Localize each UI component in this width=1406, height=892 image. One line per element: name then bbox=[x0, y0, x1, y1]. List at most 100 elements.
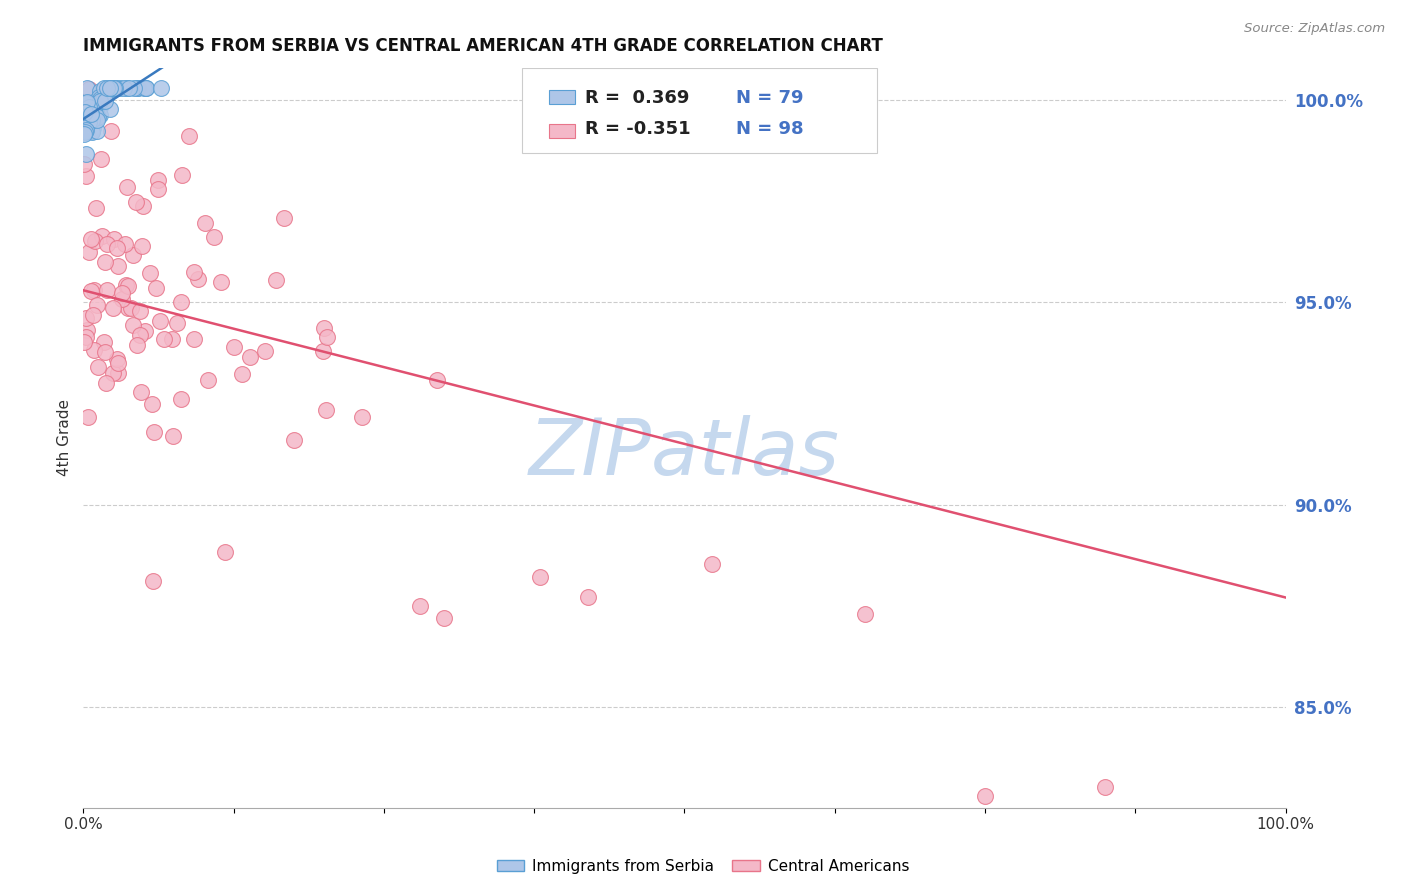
Point bbox=[84, 96, 107, 111]
FancyBboxPatch shape bbox=[522, 68, 877, 153]
Point bbox=[79, 116, 101, 130]
Legend: Immigrants from Serbia, Central Americans: Immigrants from Serbia, Central American… bbox=[491, 853, 915, 880]
Point bbox=[79, 111, 101, 125]
Point bbox=[224, 340, 246, 354]
Point bbox=[112, 81, 135, 95]
Text: IMMIGRANTS FROM SERBIA VS CENTRAL AMERICAN 4TH GRADE CORRELATION CHART: IMMIGRANTS FROM SERBIA VS CENTRAL AMERIC… bbox=[83, 37, 883, 55]
Point bbox=[86, 112, 108, 127]
Point bbox=[94, 345, 117, 359]
Point bbox=[142, 574, 165, 588]
Point bbox=[86, 201, 108, 215]
Point bbox=[125, 81, 148, 95]
Point bbox=[77, 245, 100, 260]
Point bbox=[82, 112, 104, 127]
Point bbox=[100, 81, 122, 95]
Point bbox=[83, 234, 105, 248]
Point bbox=[105, 241, 128, 255]
Point bbox=[80, 125, 103, 139]
Point bbox=[98, 81, 121, 95]
Point bbox=[231, 368, 253, 382]
Point bbox=[122, 318, 145, 333]
Point bbox=[77, 100, 100, 114]
Point bbox=[73, 125, 96, 139]
Point bbox=[111, 292, 134, 306]
Point bbox=[73, 105, 96, 120]
Point bbox=[89, 89, 111, 103]
Point bbox=[75, 124, 97, 138]
Text: R = -0.351: R = -0.351 bbox=[585, 120, 690, 138]
Point bbox=[73, 102, 96, 116]
Point bbox=[104, 81, 127, 95]
Text: N = 79: N = 79 bbox=[737, 88, 804, 106]
Point bbox=[75, 146, 97, 161]
Point bbox=[426, 374, 449, 388]
Point bbox=[100, 123, 122, 137]
Point bbox=[129, 327, 152, 342]
Point bbox=[120, 301, 142, 315]
Point bbox=[77, 104, 100, 119]
Point bbox=[700, 557, 723, 571]
Point bbox=[73, 99, 96, 113]
Point bbox=[104, 81, 127, 95]
Point bbox=[150, 81, 173, 95]
Point bbox=[974, 789, 997, 803]
Point bbox=[76, 124, 98, 138]
Point bbox=[111, 286, 134, 301]
Point bbox=[103, 301, 125, 316]
Point bbox=[177, 128, 200, 143]
Point bbox=[96, 87, 118, 102]
Point bbox=[96, 81, 118, 95]
Point bbox=[209, 275, 232, 289]
Point bbox=[409, 599, 432, 613]
Point bbox=[107, 356, 129, 370]
Point bbox=[239, 351, 262, 365]
Point bbox=[316, 330, 339, 344]
Point bbox=[202, 230, 225, 244]
Point bbox=[79, 112, 101, 126]
Point bbox=[82, 308, 104, 322]
Point bbox=[576, 591, 599, 605]
Point bbox=[101, 366, 124, 380]
Point bbox=[129, 385, 152, 400]
Point bbox=[86, 105, 108, 120]
Point bbox=[172, 168, 194, 182]
Point bbox=[125, 194, 148, 209]
Point bbox=[166, 316, 188, 330]
Point bbox=[132, 81, 155, 95]
Point bbox=[89, 84, 111, 98]
Point bbox=[139, 266, 162, 280]
Point bbox=[96, 283, 118, 297]
Point bbox=[853, 607, 876, 621]
Point bbox=[83, 284, 105, 298]
Point bbox=[73, 105, 96, 120]
Point bbox=[93, 81, 115, 95]
Point bbox=[76, 109, 98, 123]
Point bbox=[115, 278, 138, 293]
Point bbox=[148, 314, 170, 328]
Point bbox=[266, 273, 288, 287]
FancyBboxPatch shape bbox=[548, 124, 575, 138]
Point bbox=[83, 343, 105, 357]
Point bbox=[89, 100, 111, 114]
Point bbox=[312, 343, 335, 358]
Point bbox=[80, 124, 103, 138]
Point bbox=[127, 81, 149, 95]
Point bbox=[76, 95, 98, 110]
Point bbox=[79, 106, 101, 120]
Point bbox=[76, 81, 98, 95]
Point bbox=[101, 81, 124, 95]
Point bbox=[91, 229, 114, 244]
Point bbox=[128, 303, 150, 318]
Point bbox=[169, 392, 191, 407]
Point bbox=[90, 152, 112, 166]
Text: ZIPatlas: ZIPatlas bbox=[529, 415, 839, 491]
Point bbox=[82, 121, 104, 136]
Point bbox=[315, 403, 337, 417]
Point bbox=[91, 93, 114, 107]
Point bbox=[77, 115, 100, 129]
Point bbox=[134, 324, 156, 338]
Point bbox=[89, 94, 111, 108]
Point bbox=[73, 104, 96, 119]
Point bbox=[98, 81, 121, 95]
Point bbox=[94, 94, 117, 108]
